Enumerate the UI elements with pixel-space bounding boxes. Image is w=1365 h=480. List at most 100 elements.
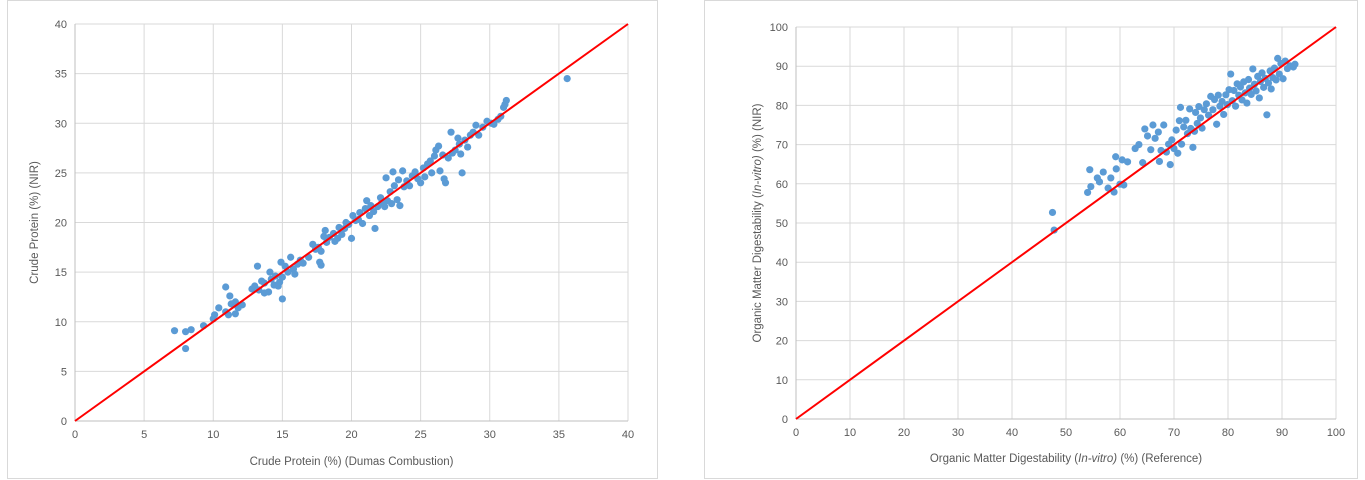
data-point xyxy=(1243,99,1251,107)
data-point xyxy=(454,134,462,142)
data-point xyxy=(1244,75,1253,84)
x-tick-label: 100 xyxy=(1327,427,1345,439)
data-point xyxy=(390,182,398,190)
data-point xyxy=(1214,91,1222,99)
data-point xyxy=(1182,116,1190,124)
data-point xyxy=(381,203,389,211)
data-point xyxy=(1264,79,1273,87)
data-point xyxy=(1048,208,1057,217)
data-point xyxy=(321,226,329,235)
data-point xyxy=(1095,178,1104,186)
data-point xyxy=(1180,123,1188,131)
y-tick-label: 25 xyxy=(55,168,67,180)
data-point xyxy=(434,142,443,150)
data-point xyxy=(447,128,455,136)
y-tick-label: 5 xyxy=(61,366,67,378)
data-point xyxy=(394,176,403,184)
data-point xyxy=(472,121,480,129)
data-point xyxy=(1143,132,1152,140)
data-point xyxy=(1149,121,1157,129)
data-point xyxy=(1099,168,1107,176)
chart-svg-omd: 0 10 20 30 40 50 60 70 80 90 100 0 10 20 30 40 50 60 70 80 9… xyxy=(752,22,1345,465)
data-point xyxy=(1252,87,1260,95)
y-tick-label: 30 xyxy=(776,296,788,308)
data-point xyxy=(1263,111,1271,119)
data-point xyxy=(170,327,179,335)
data-point xyxy=(253,262,262,270)
y-axis-title: Organic Matter Digestability (In-vitro) … xyxy=(752,103,764,342)
data-point xyxy=(1139,159,1147,167)
y-tick-label: 30 xyxy=(55,118,67,130)
data-point xyxy=(1255,94,1263,102)
data-point xyxy=(1267,85,1275,93)
y-tick-label: 20 xyxy=(776,336,788,348)
data-point xyxy=(457,150,465,158)
data-point xyxy=(370,207,378,216)
data-point xyxy=(1087,182,1095,191)
data-point xyxy=(278,295,286,303)
data-point xyxy=(317,261,325,269)
y-tick-label: 40 xyxy=(776,257,788,269)
data-point xyxy=(1200,106,1208,114)
data-point xyxy=(371,224,379,233)
y-tick-label: 0 xyxy=(61,416,67,428)
x-tick-label: 40 xyxy=(1006,427,1018,439)
data-point xyxy=(1174,149,1182,157)
x-tick-label: 10 xyxy=(844,427,856,439)
data-point xyxy=(1107,174,1115,182)
data-point xyxy=(347,234,356,242)
y-tick-label: 10 xyxy=(55,317,67,329)
data-point xyxy=(563,74,571,83)
data-point xyxy=(1166,160,1174,169)
data-point xyxy=(187,326,195,334)
data-point xyxy=(266,268,274,276)
data-point xyxy=(1218,97,1226,106)
data-point xyxy=(1231,102,1240,110)
y-tick-label: 35 xyxy=(55,69,67,81)
data-point xyxy=(1141,125,1149,133)
data-point xyxy=(1160,121,1168,129)
data-point xyxy=(1260,83,1268,91)
data-point xyxy=(1084,188,1092,197)
y-tick-label: 0 xyxy=(782,414,788,426)
data-point xyxy=(1112,165,1120,173)
x-axis-title: Organic Matter Digestability (In-vitro) … xyxy=(930,453,1202,465)
data-point xyxy=(382,174,390,182)
data-point xyxy=(441,179,450,187)
data-point xyxy=(1279,75,1287,83)
chart-panel-crude-protein: 0 5 10 15 20 25 30 35 40 0 5 10 15 20 25 30 35 40 Crude Pr… xyxy=(7,0,658,479)
data-point xyxy=(458,169,466,177)
data-point xyxy=(1213,120,1221,128)
x-tick-label: 0 xyxy=(72,429,78,441)
data-point xyxy=(1209,106,1217,114)
data-point xyxy=(1189,143,1197,151)
data-point xyxy=(417,179,425,187)
chart-svg-crude-protein: 0 5 10 15 20 25 30 35 40 0 5 10 15 20 25 30 35 40 Crude Pr… xyxy=(29,19,634,468)
y-tick-label: 50 xyxy=(776,218,788,230)
data-point xyxy=(1147,146,1155,154)
x-tick-label: 35 xyxy=(553,429,565,441)
x-tick-label: 10 xyxy=(207,429,219,441)
data-point xyxy=(231,310,239,318)
data-point xyxy=(1168,136,1176,144)
data-point xyxy=(1291,60,1299,68)
data-point xyxy=(1202,100,1210,108)
y-tick-label: 80 xyxy=(776,100,788,112)
x-tick-label: 50 xyxy=(1060,427,1072,439)
x-tick-label: 5 xyxy=(141,429,147,441)
data-point xyxy=(264,288,273,296)
data-point xyxy=(338,230,346,239)
data-point xyxy=(215,304,223,312)
data-point xyxy=(428,169,436,177)
data-point xyxy=(1176,103,1185,111)
data-point xyxy=(182,344,190,353)
data-point xyxy=(1220,110,1228,119)
x-tick-label: 80 xyxy=(1222,427,1234,439)
data-point xyxy=(1086,166,1094,174)
data-point xyxy=(430,152,439,160)
data-point xyxy=(1135,141,1143,149)
y-tick-label: 20 xyxy=(55,218,67,230)
data-point xyxy=(464,143,472,151)
data-point xyxy=(358,219,367,228)
y-axis-title: Crude Protein (%) (NIR) xyxy=(29,161,41,284)
